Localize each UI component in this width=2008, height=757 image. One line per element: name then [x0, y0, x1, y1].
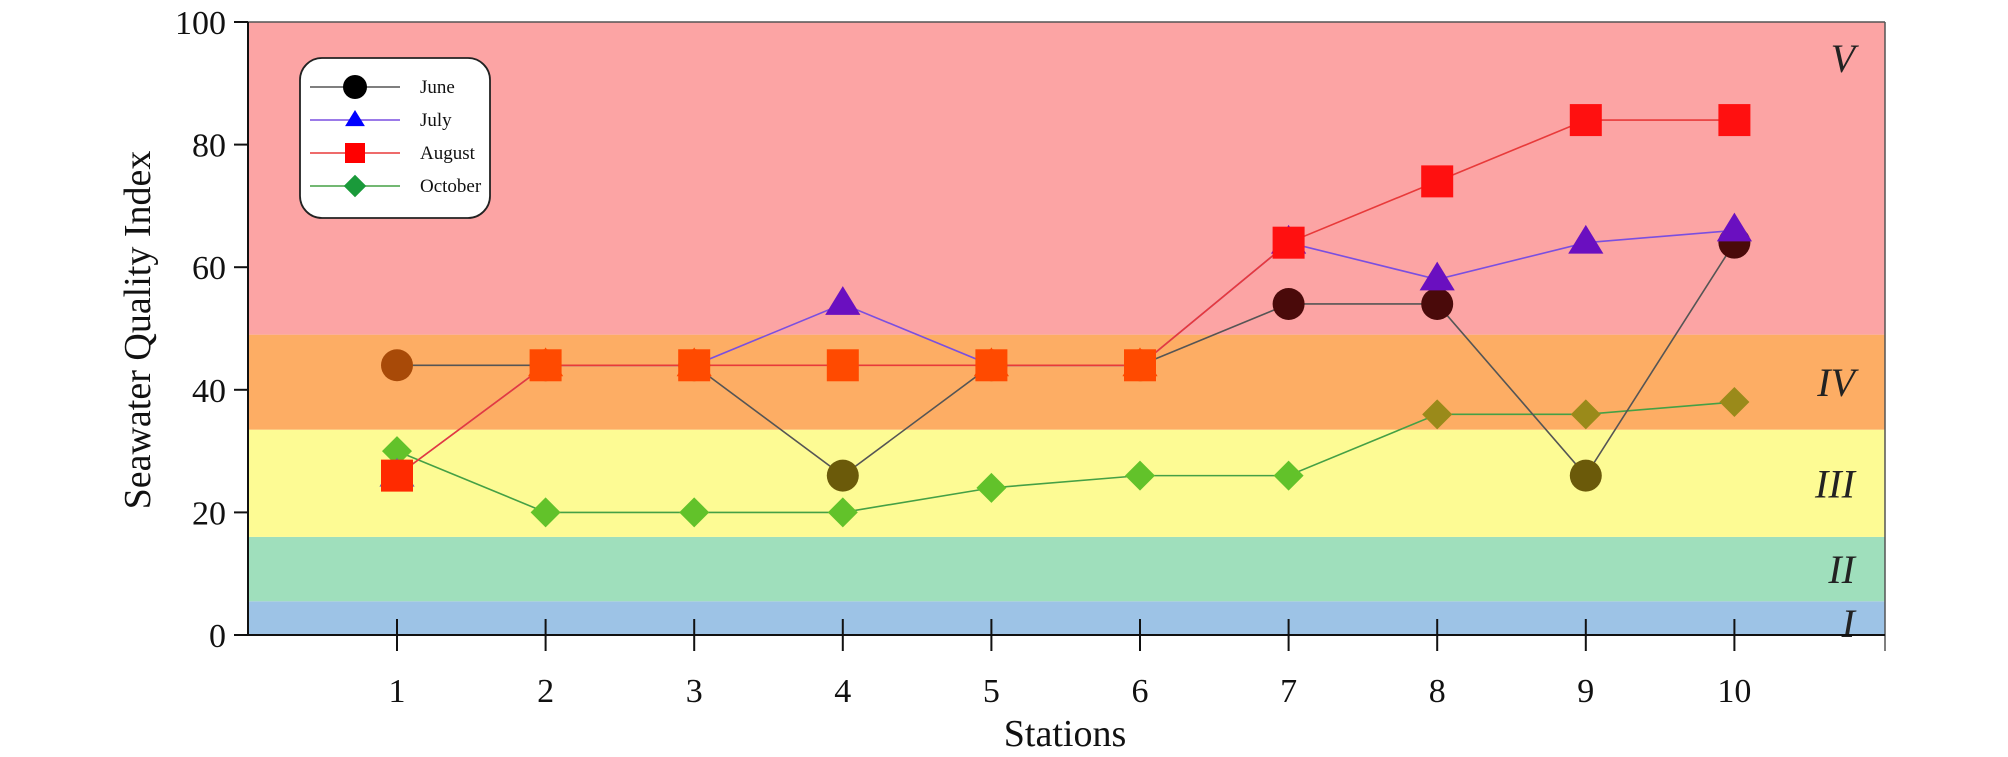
data-point-october	[1422, 399, 1453, 430]
data-point-october	[1125, 460, 1155, 491]
x-tick-label: 8	[1429, 673, 1446, 710]
data-point-october	[530, 497, 561, 528]
zone-v-band	[248, 22, 1885, 335]
x-tick-label: 6	[1132, 673, 1149, 710]
y-tick-label: 20	[192, 495, 226, 532]
data-point-june	[1421, 287, 1454, 320]
data-point-june	[1569, 459, 1602, 492]
x-tick-label: 5	[983, 673, 1000, 710]
data-point-august	[529, 349, 562, 382]
y-tick-label: 100	[175, 5, 226, 42]
series-line-august	[396, 119, 1735, 477]
data-point-june	[381, 349, 413, 382]
data-point-august	[678, 349, 711, 382]
legend-marker-october	[343, 174, 367, 198]
zone-i-band	[248, 601, 1885, 635]
data-point-august	[381, 459, 413, 492]
data-point-august	[1421, 165, 1454, 198]
axes: 0 20 40 60 80 100 1 2 3 4 5 6 7 8 9 10	[175, 5, 1886, 710]
data-point-july	[825, 286, 861, 315]
y-axis-title: Seawater Quality Index	[117, 151, 159, 510]
x-tick-label: 2	[537, 673, 554, 710]
data-point-august	[975, 349, 1008, 382]
y-tick-label: 60	[192, 250, 226, 287]
legend-label-october: October	[420, 176, 482, 197]
zone-label-iii: III	[1814, 461, 1857, 506]
y-tick-label: 0	[209, 618, 226, 655]
series-line-october	[396, 401, 1735, 514]
legend-marker-june	[343, 75, 367, 99]
legend-marker-august	[345, 143, 365, 163]
y-tick-label: 40	[192, 373, 226, 410]
data-point-august	[826, 349, 859, 382]
data-point-october	[976, 472, 1007, 503]
legend-marker-july	[345, 109, 365, 127]
data-point-august	[1272, 226, 1305, 259]
data-point-october	[679, 497, 710, 528]
data-point-october	[1570, 399, 1601, 430]
x-tick-label: 10	[1717, 673, 1751, 710]
zone-ii-band	[248, 536, 1885, 602]
zone-label-ii: II	[1827, 547, 1856, 592]
legend: June July August October	[299, 57, 491, 219]
data-point-august	[1718, 104, 1751, 137]
legend-box	[299, 57, 491, 219]
zone-label-i: I	[1841, 601, 1857, 646]
data-point-october	[827, 497, 858, 528]
x-tick-label: 9	[1577, 673, 1594, 710]
x-tick-label: 4	[834, 673, 851, 710]
zone-iii-band	[248, 429, 1885, 537]
data-series	[379, 104, 1752, 528]
legend-label-june: June	[420, 77, 455, 98]
legend-label-july: July	[420, 110, 452, 131]
x-axis-title: Stations	[1004, 713, 1126, 755]
data-point-july	[1419, 261, 1455, 291]
legend-label-august: August	[420, 143, 476, 164]
data-point-october	[1273, 460, 1304, 491]
data-point-july	[1716, 212, 1752, 242]
data-point-october	[382, 436, 412, 467]
x-tick-label: 3	[686, 673, 703, 710]
zone-label-iv: IV	[1816, 360, 1859, 405]
data-point-august	[1124, 349, 1156, 382]
data-point-june	[826, 459, 859, 492]
data-point-june	[1272, 287, 1305, 320]
zone-label-v: V	[1831, 36, 1860, 81]
data-point-july	[1568, 224, 1604, 254]
data-point-august	[1569, 104, 1602, 137]
y-tick-label: 80	[192, 128, 226, 165]
zone-iv-band	[248, 334, 1885, 430]
data-point-october	[1719, 387, 1750, 418]
x-tick-label: 7	[1280, 673, 1297, 710]
x-tick-label: 1	[389, 673, 406, 710]
